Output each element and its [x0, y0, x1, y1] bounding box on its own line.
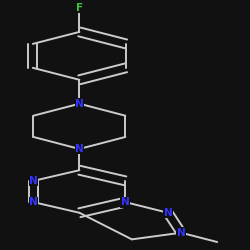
Text: F: F [76, 3, 83, 13]
Text: N: N [121, 197, 130, 207]
Text: N: N [29, 176, 38, 186]
Text: N: N [75, 99, 84, 109]
Text: N: N [177, 228, 186, 238]
Text: N: N [75, 144, 84, 154]
Text: N: N [29, 197, 38, 207]
Text: N: N [164, 208, 172, 218]
